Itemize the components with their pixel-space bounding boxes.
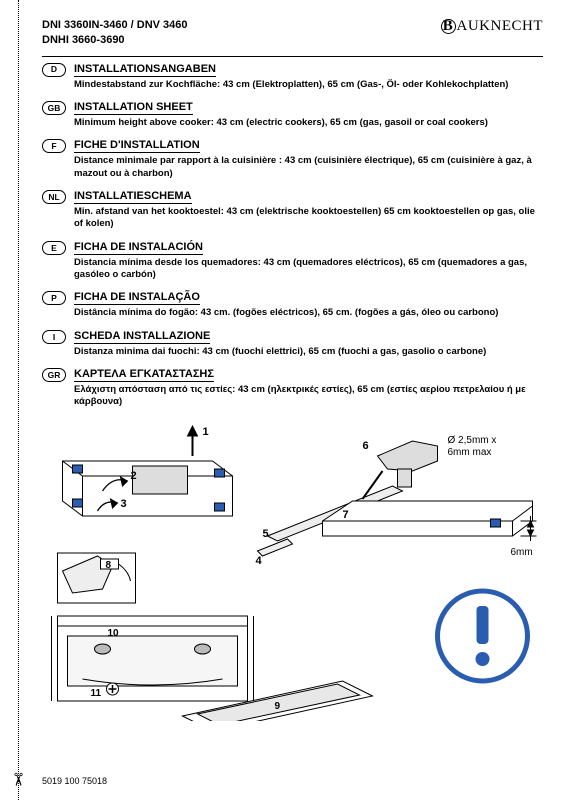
lang-badge: GR	[42, 368, 66, 382]
lang-section: NL INSTALLATIESCHEMA Min. afstand van het …	[42, 190, 543, 231]
model-line-1: DNI 3360IN-3460 / DNV 3460	[42, 18, 188, 33]
lang-badge: P	[42, 291, 66, 305]
warning-icon	[438, 591, 528, 681]
lang-section: E FICHA DE INSTALACIÓN Distancia mínima de…	[42, 241, 543, 282]
callout-9: 9	[275, 701, 281, 712]
section-body: Minimum height above cooker: 43 cm (elec…	[74, 117, 543, 129]
footer-code: 5019 100 75018	[42, 776, 107, 786]
cut-line	[18, 0, 19, 800]
section-body: Mindestabstand zur Kochfläche: 43 cm (El…	[74, 79, 543, 91]
lang-section: P FICHA DE INSTALAÇÃO Distância mínima do …	[42, 291, 543, 319]
section-body: Min. afstand van het kooktoestel: 43 cm …	[74, 206, 543, 231]
section-body: Distance minimale par rapport à la cuisi…	[74, 155, 543, 180]
section-title: SCHEDA INSTALLAZIONE	[74, 330, 210, 344]
model-numbers: DNI 3360IN-3460 / DNV 3460 DNHI 3660-369…	[42, 18, 188, 48]
callout-6: 6	[363, 440, 369, 452]
section-title: FICHA DE INSTALAÇÃO	[74, 291, 200, 305]
section-title: INSTALLATION SHEET	[74, 101, 193, 115]
step-panel-remove	[63, 426, 233, 516]
lang-badge: GB	[42, 101, 66, 115]
lang-badge: D	[42, 63, 66, 77]
header: DNI 3360IN-3460 / DNV 3460 DNHI 3660-369…	[42, 18, 543, 48]
step-power	[58, 553, 136, 603]
lang-badge: NL	[42, 190, 66, 204]
section-body: Distancia mínima desde los quemadores: 4…	[74, 257, 543, 282]
step-bracket-drill	[258, 441, 537, 556]
lang-section: I SCHEDA INSTALLAZIONE Distanza minima dai…	[42, 330, 543, 358]
brand-name: AUKNECHT	[457, 18, 544, 34]
scissors-icon: ✂	[7, 772, 28, 787]
section-title: INSTALLATIONSANGABEN	[74, 63, 216, 77]
brand: BAUKNECHT	[441, 18, 544, 35]
gap-label: 6mm	[511, 547, 533, 558]
lang-badge: F	[42, 139, 66, 153]
lang-section: D INSTALLATIONSANGABEN Mindestabstand zur …	[42, 63, 543, 91]
section-title: INSTALLATIESCHEMA	[74, 190, 192, 204]
callout-1: 1	[203, 426, 209, 438]
section-body: Distância mínima do fogão: 43 cm. (fogõe…	[74, 307, 543, 319]
callout-10: 10	[108, 628, 120, 639]
brand-b-icon: B	[441, 19, 456, 34]
lang-badge: E	[42, 241, 66, 255]
callout-2: 2	[131, 470, 137, 482]
section-title: FICHE D'INSTALLATION	[74, 139, 200, 153]
callout-8: 8	[106, 560, 112, 571]
header-divider	[42, 56, 543, 57]
lang-section: GR ΚΑΡΤΕΛΑ ΕΓΚΑΤΑΣΤΑΣΗΣ Ελάχιστη απόσταση …	[42, 368, 543, 409]
callout-5: 5	[263, 528, 269, 540]
section-title: ΚΑΡΤΕΛΑ ΕΓΚΑΤΑΣΤΑΣΗΣ	[74, 368, 214, 382]
callout-11: 11	[91, 688, 102, 699]
section-title: FICHA DE INSTALACIÓN	[74, 241, 203, 255]
section-body: Distanza minima dai fuochi: 43 cm (fuoch…	[74, 346, 543, 358]
callout-7: 7	[343, 509, 349, 521]
installation-diagram: 1 2 3 4 5 6	[42, 421, 543, 721]
drill-spec-line1: Ø 2,5mm x	[448, 435, 497, 446]
model-line-2: DNHI 3660-3690	[42, 33, 188, 48]
step-cabinet	[52, 616, 254, 701]
lang-section: F FICHE D'INSTALLATION Distance minimale p…	[42, 139, 543, 180]
callout-3: 3	[121, 498, 127, 510]
lang-section: GB INSTALLATION SHEET Minimum height above…	[42, 101, 543, 129]
section-body: Ελάχιστη απόσταση από τις εστίες: 43 cm …	[74, 384, 543, 409]
callout-4: 4	[256, 555, 263, 567]
lang-badge: I	[42, 330, 66, 344]
drill-spec-line2: 6mm max	[448, 447, 492, 458]
brand-logo: BAUKNECHT	[441, 18, 544, 35]
diagram-svg: 1 2 3 4 5 6	[42, 421, 543, 721]
